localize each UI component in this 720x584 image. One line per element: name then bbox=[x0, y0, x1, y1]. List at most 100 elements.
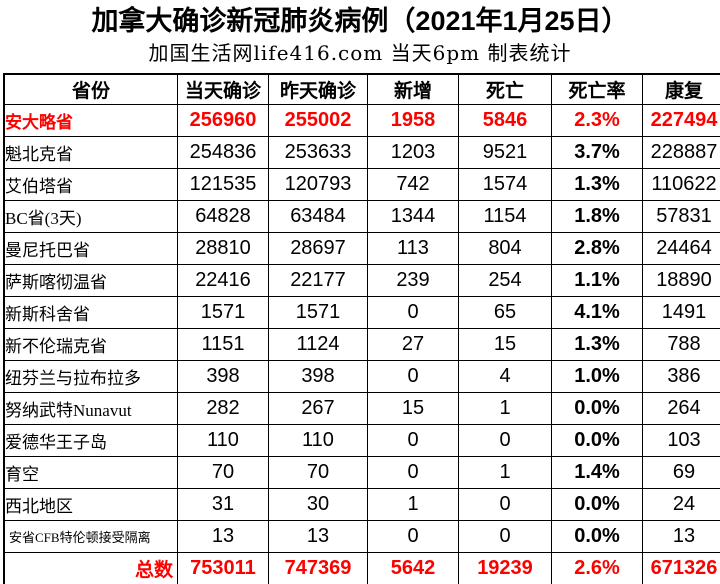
value-cell: 386 bbox=[642, 360, 720, 393]
value-cell: 13 bbox=[268, 520, 368, 553]
value-cell: 1344 bbox=[367, 200, 459, 233]
value-cell: 13 bbox=[642, 520, 720, 553]
table-row: 努纳武特Nunavut 282 267 15 1 0.0% 264 bbox=[3, 392, 720, 425]
value-cell: 1 bbox=[458, 456, 552, 489]
table-row: 安大略省 256960 255002 1958 5846 2.3% 227494 bbox=[3, 104, 720, 137]
value-cell: 69 bbox=[642, 456, 720, 489]
value-cell: 239 bbox=[367, 264, 459, 297]
value-cell: 398 bbox=[268, 360, 368, 393]
value-cell: 0 bbox=[458, 520, 552, 553]
value-cell: 253633 bbox=[268, 136, 368, 169]
column-header-death-rate: 死亡率 bbox=[551, 73, 643, 105]
value-cell: 0 bbox=[367, 456, 459, 489]
value-cell: 5846 bbox=[458, 104, 552, 137]
value-cell: 121535 bbox=[177, 168, 269, 201]
value-cell: 254836 bbox=[177, 136, 269, 169]
province-cell: BC省(3天) bbox=[3, 200, 178, 233]
value-cell: 5642 bbox=[367, 552, 459, 584]
province-cell: 纽芬兰与拉布拉多 bbox=[3, 360, 178, 393]
value-cell: 22177 bbox=[268, 264, 368, 297]
value-cell: 0.0% bbox=[551, 488, 643, 521]
value-cell: 0 bbox=[367, 424, 459, 457]
value-cell: 1 bbox=[458, 392, 552, 425]
value-cell: 0.0% bbox=[551, 520, 643, 553]
value-cell: 742 bbox=[367, 168, 459, 201]
table-header-row: 省份 当天确诊 昨天确诊 新增 死亡 死亡率 康复 bbox=[3, 73, 720, 105]
value-cell: 1.3% bbox=[551, 168, 643, 201]
total-row: 总数 753011 747369 5642 19239 2.6% 671326 bbox=[3, 552, 720, 584]
value-cell: 1574 bbox=[458, 168, 552, 201]
value-cell: 113 bbox=[367, 232, 459, 265]
value-cell: 24 bbox=[642, 488, 720, 521]
value-cell: 65 bbox=[458, 296, 552, 329]
province-cell: 育空 bbox=[3, 456, 178, 489]
column-header-new-cases: 新增 bbox=[367, 73, 459, 105]
value-cell: 264 bbox=[642, 392, 720, 425]
value-cell: 110 bbox=[268, 424, 368, 457]
value-cell: 120793 bbox=[268, 168, 368, 201]
value-cell: 671326 bbox=[642, 552, 720, 584]
value-cell: 63484 bbox=[268, 200, 368, 233]
value-cell: 19239 bbox=[458, 552, 552, 584]
column-header-deaths: 死亡 bbox=[458, 73, 552, 105]
value-cell: 1.3% bbox=[551, 328, 643, 361]
value-cell: 1151 bbox=[177, 328, 269, 361]
table-body: 安大略省 256960 255002 1958 5846 2.3% 227494 魁北克省 25… bbox=[3, 104, 720, 584]
value-cell: 1 bbox=[367, 488, 459, 521]
value-cell: 1571 bbox=[268, 296, 368, 329]
value-cell: 1154 bbox=[458, 200, 552, 233]
value-cell: 804 bbox=[458, 232, 552, 265]
value-cell: 27 bbox=[367, 328, 459, 361]
value-cell: 0.0% bbox=[551, 392, 643, 425]
value-cell: 0 bbox=[367, 296, 459, 329]
value-cell: 3.7% bbox=[551, 136, 643, 169]
table-row: 育空 70 70 0 1 1.4% 69 bbox=[3, 456, 720, 489]
value-cell: 18890 bbox=[642, 264, 720, 297]
table-row: 魁北克省 254836 253633 1203 9521 3.7% 228887 bbox=[3, 136, 720, 169]
value-cell: 2.3% bbox=[551, 104, 643, 137]
value-cell: 22416 bbox=[177, 264, 269, 297]
value-cell: 255002 bbox=[268, 104, 368, 137]
value-cell: 1124 bbox=[268, 328, 368, 361]
value-cell: 0.0% bbox=[551, 424, 643, 457]
table-row: 纽芬兰与拉布拉多 398 398 0 4 1.0% 386 bbox=[3, 360, 720, 393]
value-cell: 0 bbox=[458, 424, 552, 457]
province-cell: 新不伦瑞克省 bbox=[3, 328, 178, 361]
value-cell: 0 bbox=[367, 520, 459, 553]
page-subtitle: 加国生活网life416.com 当天6pm 制表统计 bbox=[148, 41, 572, 65]
value-cell: 228887 bbox=[642, 136, 720, 169]
value-cell: 747369 bbox=[268, 552, 368, 584]
value-cell: 57831 bbox=[642, 200, 720, 233]
province-cell: 西北地区 bbox=[3, 488, 178, 521]
province-cell: 努纳武特Nunavut bbox=[3, 392, 178, 425]
value-cell: 267 bbox=[268, 392, 368, 425]
value-cell: 1958 bbox=[367, 104, 459, 137]
province-cell: 艾伯塔省 bbox=[3, 168, 178, 201]
value-cell: 31 bbox=[177, 488, 269, 521]
value-cell: 9521 bbox=[458, 136, 552, 169]
column-header-province: 省份 bbox=[3, 73, 178, 105]
value-cell: 110 bbox=[177, 424, 269, 457]
value-cell: 103 bbox=[642, 424, 720, 457]
table-row: 新不伦瑞克省 1151 1124 27 15 1.3% 788 bbox=[3, 328, 720, 361]
covid-table: 省份 当天确诊 昨天确诊 新增 死亡 死亡率 康复 安大略省 256960 255002 1958… bbox=[3, 73, 720, 584]
value-cell: 1203 bbox=[367, 136, 459, 169]
value-cell: 70 bbox=[177, 456, 269, 489]
value-cell: 4.1% bbox=[551, 296, 643, 329]
value-cell: 753011 bbox=[177, 552, 269, 584]
column-header-recovered: 康复 bbox=[642, 73, 720, 105]
value-cell: 15 bbox=[367, 392, 459, 425]
value-cell: 24464 bbox=[642, 232, 720, 265]
province-cell: 萨斯喀彻温省 bbox=[3, 264, 178, 297]
table-row: 安省CFB特伦顿接受隔离 13 13 0 0 0.0% 13 bbox=[3, 520, 720, 553]
value-cell: 28810 bbox=[177, 232, 269, 265]
value-cell: 788 bbox=[642, 328, 720, 361]
value-cell: 398 bbox=[177, 360, 269, 393]
value-cell: 1.1% bbox=[551, 264, 643, 297]
value-cell: 0 bbox=[367, 360, 459, 393]
province-cell: 新斯科舍省 bbox=[3, 296, 178, 329]
column-header-today-confirmed: 当天确诊 bbox=[177, 73, 269, 105]
province-cell: 爱德华王子岛 bbox=[3, 424, 178, 457]
value-cell: 4 bbox=[458, 360, 552, 393]
